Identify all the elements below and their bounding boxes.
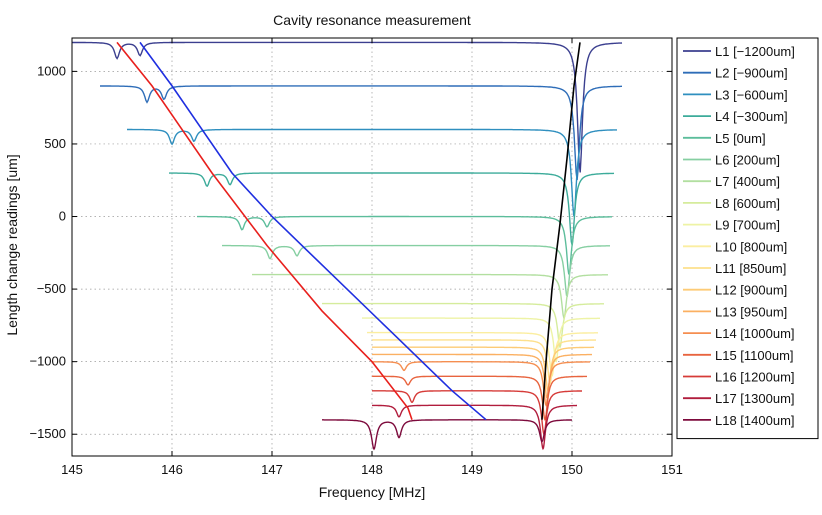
series-line <box>372 339 596 385</box>
series-line <box>252 273 608 321</box>
x-tick-label: 151 <box>661 462 683 477</box>
series-line <box>222 244 610 298</box>
blue-track-line <box>139 41 487 421</box>
series-line <box>372 390 582 435</box>
legend-label: L10 [800um] <box>715 239 787 254</box>
red-track-line <box>116 41 413 420</box>
x-axis-label: Frequency [MHz] <box>319 484 426 500</box>
y-tick-label: −1500 <box>29 426 66 441</box>
x-tick-label: 145 <box>61 462 83 477</box>
legend-label: L7 [400um] <box>715 174 780 189</box>
series-line <box>372 353 592 400</box>
series-line <box>372 346 594 392</box>
legend-label: L18 [1400um] <box>715 413 795 428</box>
legend-label: L16 [1200um] <box>715 370 795 385</box>
fit-lines <box>116 41 581 421</box>
legend-label: L15 [1100um] <box>715 348 794 363</box>
y-tick-label: 0 <box>59 209 66 224</box>
y-axis-label: Length change readings [um] <box>4 154 20 335</box>
legend: L1 [−1200um] L2 [−900um] L3 [−600um] L4 [−3… <box>676 37 819 440</box>
series-line <box>322 419 573 451</box>
legend-label: L14 [1000um] <box>715 326 795 341</box>
x-tick-label: 148 <box>361 462 383 477</box>
series-line <box>362 317 600 363</box>
x-tick-label: 149 <box>461 462 483 477</box>
series-line <box>100 85 622 181</box>
x-tick-label: 146 <box>161 462 183 477</box>
series-line <box>72 41 623 173</box>
legend-label: L13 [950um] <box>715 304 787 319</box>
series-line <box>197 215 612 275</box>
legend-label: L3 [−600um] <box>715 87 788 102</box>
legend-label: L8 [600um] <box>715 196 780 211</box>
legend-label: L1 [−1200um] <box>715 44 795 59</box>
legend-label: L12 [900um] <box>715 283 787 298</box>
y-tick-label: −500 <box>37 281 66 296</box>
legend-label: L11 [850um] <box>715 261 786 276</box>
series-line <box>127 128 617 217</box>
legend-label: L17 [1300um] <box>715 391 795 406</box>
x-tick-label: 150 <box>561 462 583 477</box>
axis-ticks: 145 146 147 148 149 150 151 −1500 −1000 −500 0 500 1… <box>29 38 683 477</box>
black-track-line <box>541 42 581 420</box>
series-line <box>371 361 590 407</box>
series-line <box>169 172 615 246</box>
legend-label: L9 [700um] <box>715 218 780 233</box>
y-tick-label: 1000 <box>37 63 66 78</box>
legend-label: L6 [200um] <box>715 153 780 168</box>
series-layer <box>72 41 623 451</box>
series-line <box>322 302 604 349</box>
legend-box <box>676 37 819 440</box>
series-line <box>367 331 598 377</box>
chart-title: Cavity resonance measurement <box>273 12 471 28</box>
legend-label: L5 [0um] <box>715 131 766 146</box>
legend-label: L2 [−900um] <box>715 66 788 81</box>
y-tick-label: −1000 <box>29 354 66 369</box>
legend-label: L4 [−300um] <box>715 109 788 124</box>
x-tick-label: 147 <box>261 462 283 477</box>
y-tick-label: 500 <box>44 136 66 151</box>
series-line <box>372 375 587 421</box>
